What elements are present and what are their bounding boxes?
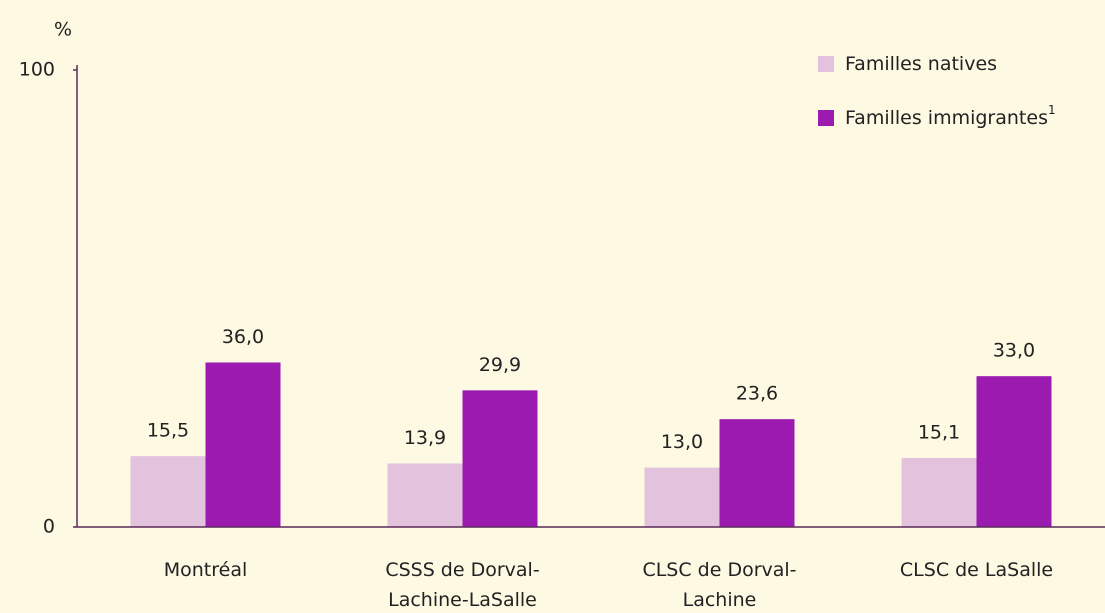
legend-label: Familles immigrantes1 — [845, 103, 1056, 129]
value-label: 13,9 — [404, 427, 446, 449]
y-axis-label: % — [54, 19, 72, 41]
value-label: 33,0 — [993, 340, 1035, 362]
value-label: 36,0 — [222, 326, 264, 348]
bar — [387, 463, 463, 527]
legend-swatch — [818, 110, 834, 126]
bar — [644, 467, 720, 527]
bar — [130, 456, 206, 527]
legend-superscript: 1 — [1048, 103, 1056, 117]
bar — [719, 419, 795, 527]
value-label: 29,9 — [479, 354, 521, 376]
value-label: 15,1 — [918, 421, 960, 443]
legend-label: Familles natives — [845, 53, 997, 75]
y-tick-label: 0 — [43, 516, 55, 538]
bar — [976, 376, 1052, 527]
x-tick-label: CLSC de LaSalle — [899, 559, 1054, 581]
value-label: 15,5 — [147, 420, 189, 442]
x-tick-label: CLSC de Dorval-Lachine — [642, 559, 797, 611]
y-tick-label: 100 — [19, 59, 55, 81]
bar — [462, 390, 538, 527]
legend-text: Familles natives — [845, 53, 997, 75]
legend-text: Familles immigrantes — [845, 107, 1048, 129]
x-tick-label: CSSS de Dorval-Lachine-LaSalle — [385, 559, 540, 611]
value-label: 23,6 — [736, 383, 778, 405]
x-tick-label: Montréal — [163, 559, 248, 581]
value-label: 13,0 — [661, 431, 703, 453]
legend-swatch — [818, 56, 834, 72]
bar — [901, 457, 977, 527]
bar — [205, 362, 281, 527]
